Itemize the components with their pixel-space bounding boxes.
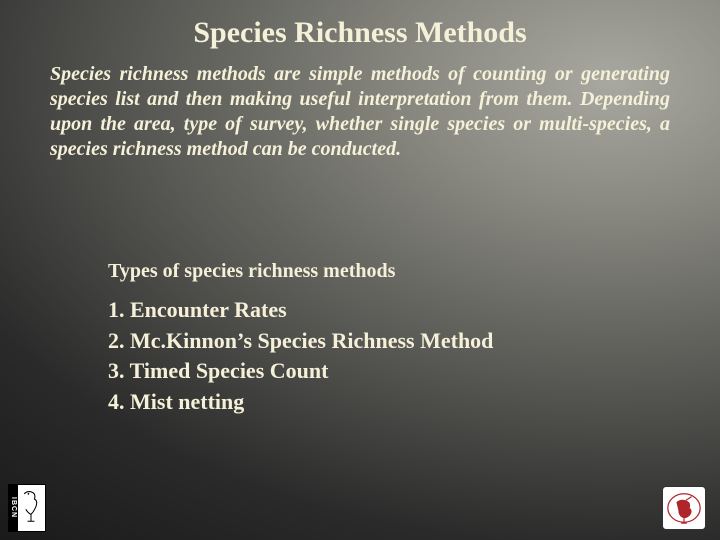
list-item: 4. Mist netting xyxy=(108,388,493,417)
list-item: 3. Timed Species Count xyxy=(108,357,493,386)
logo-bird-circle xyxy=(662,486,706,530)
subheading: Types of species richness methods xyxy=(108,260,395,283)
list-item: 2. Mc.Kinnon’s Species Richness Method xyxy=(108,327,493,356)
bird-icon xyxy=(19,487,43,525)
logo-ibcn: IBCN xyxy=(8,484,46,532)
slide-title: Species Richness Methods xyxy=(0,16,720,50)
methods-list: 1. Encounter Rates 2. Mc.Kinnon’s Specie… xyxy=(108,296,493,418)
body-paragraph: Species richness methods are simple meth… xyxy=(50,62,670,162)
logo-ibcn-text: IBCN xyxy=(9,485,18,531)
bird-circle-icon xyxy=(665,489,703,527)
list-item: 1. Encounter Rates xyxy=(108,296,493,325)
slide: Species Richness Methods Species richnes… xyxy=(0,0,720,540)
